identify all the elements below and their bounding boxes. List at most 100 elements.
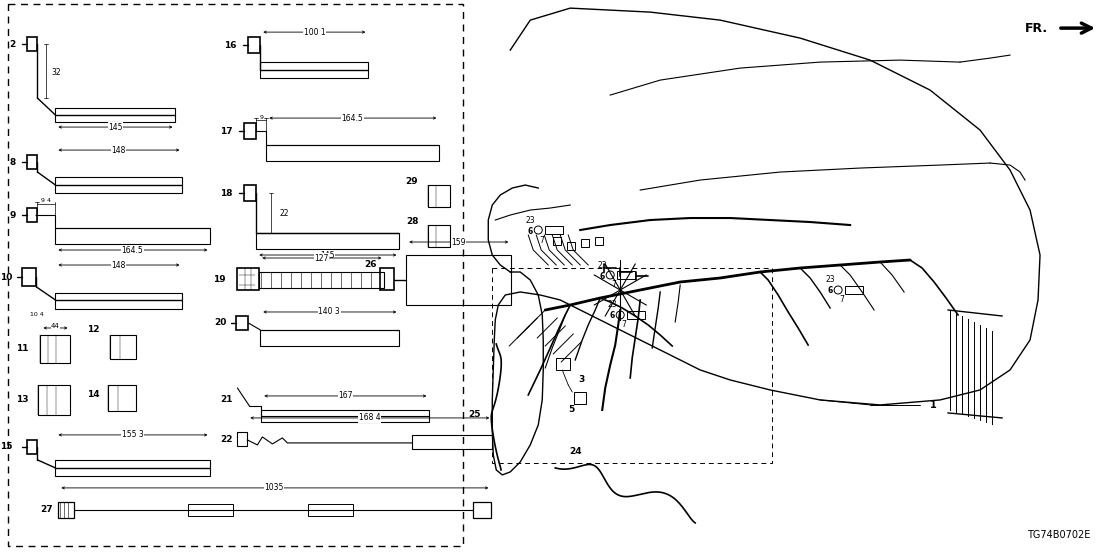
Text: 8: 8 (9, 157, 16, 167)
Bar (256, 233, 399, 249)
Text: 6: 6 (828, 286, 833, 295)
Text: 14: 14 (86, 391, 100, 399)
Text: 145: 145 (320, 250, 335, 259)
Text: 2: 2 (9, 39, 16, 49)
Bar (55, 293, 183, 309)
Bar (59, 502, 74, 518)
Bar (407, 255, 511, 305)
Bar (308, 504, 353, 516)
Text: FR.: FR. (1025, 22, 1048, 34)
Text: 140 3: 140 3 (318, 307, 340, 316)
Bar (582, 239, 589, 247)
Text: 155 3: 155 3 (122, 430, 143, 439)
Text: 127: 127 (315, 254, 329, 263)
Bar (109, 385, 136, 411)
Text: 44: 44 (51, 323, 60, 329)
Bar (111, 335, 136, 359)
Text: 7: 7 (622, 320, 627, 330)
Bar (188, 504, 234, 516)
Text: 6: 6 (527, 227, 533, 235)
Text: 26: 26 (363, 259, 377, 269)
Text: 1: 1 (930, 400, 937, 410)
Text: 7: 7 (540, 235, 545, 244)
Text: 168 4: 168 4 (359, 413, 380, 423)
Bar (617, 271, 635, 279)
Text: 13: 13 (16, 396, 29, 404)
Bar (55, 108, 175, 122)
Bar (39, 385, 71, 415)
Text: 7: 7 (612, 280, 617, 290)
Text: 5: 5 (568, 406, 574, 414)
Bar (237, 268, 259, 290)
Text: 159: 159 (451, 238, 465, 247)
Bar (245, 123, 256, 139)
Bar (22, 268, 37, 286)
Text: 164.5: 164.5 (122, 245, 143, 254)
Bar (429, 225, 450, 247)
Text: 23: 23 (825, 275, 835, 285)
Bar (245, 185, 256, 201)
Text: 16: 16 (224, 40, 236, 50)
Text: 167: 167 (338, 392, 352, 401)
Text: 18: 18 (219, 188, 233, 198)
Bar (41, 335, 71, 363)
Text: 148: 148 (111, 146, 125, 155)
Text: 15: 15 (0, 443, 12, 452)
Bar (412, 435, 492, 449)
Text: 25: 25 (468, 411, 480, 419)
Text: 164.5: 164.5 (341, 114, 363, 122)
Text: 11: 11 (16, 345, 29, 353)
Text: 29: 29 (406, 177, 419, 186)
Text: 148: 148 (111, 260, 125, 269)
Text: 17: 17 (219, 126, 233, 136)
Bar (261, 410, 429, 422)
Bar (55, 228, 211, 244)
Bar (574, 392, 586, 404)
Text: TG74B0702E: TG74B0702E (1027, 530, 1090, 540)
Text: 145: 145 (109, 122, 123, 131)
Bar (28, 155, 38, 169)
Text: 10: 10 (0, 273, 12, 281)
Text: 27: 27 (40, 505, 52, 515)
Text: 9: 9 (259, 115, 264, 120)
Bar (595, 237, 603, 245)
Bar (236, 316, 248, 330)
Bar (237, 432, 247, 446)
Text: 3: 3 (578, 376, 585, 384)
Text: 24: 24 (568, 448, 582, 456)
Text: 21: 21 (219, 396, 233, 404)
Bar (380, 268, 394, 290)
Bar (627, 311, 645, 319)
Text: 22: 22 (219, 435, 233, 444)
Bar (55, 177, 183, 193)
Bar (28, 208, 38, 222)
Text: 6: 6 (599, 271, 605, 280)
Bar (429, 185, 450, 207)
Text: 22: 22 (279, 208, 289, 218)
Text: 12: 12 (86, 326, 100, 335)
Bar (28, 440, 38, 454)
Text: 100 1: 100 1 (304, 28, 325, 37)
Text: 23: 23 (525, 216, 535, 224)
Text: 28: 28 (406, 217, 419, 225)
Bar (845, 286, 863, 294)
Text: 9 4: 9 4 (41, 198, 51, 203)
Bar (473, 502, 491, 518)
Bar (556, 358, 571, 370)
Text: 32: 32 (52, 68, 61, 76)
Bar (492, 268, 772, 463)
Bar (28, 37, 38, 51)
Bar (266, 145, 439, 161)
Text: 23: 23 (597, 260, 607, 269)
Bar (55, 460, 211, 476)
Bar (260, 330, 399, 346)
Text: 9: 9 (9, 211, 16, 219)
Text: 6: 6 (609, 311, 615, 320)
Text: 23: 23 (607, 300, 617, 310)
Bar (553, 237, 562, 245)
Text: 7: 7 (840, 295, 844, 305)
Text: 20: 20 (214, 319, 226, 327)
Bar (545, 226, 563, 234)
Text: 10 4: 10 4 (30, 312, 43, 317)
Text: 19: 19 (213, 275, 225, 285)
